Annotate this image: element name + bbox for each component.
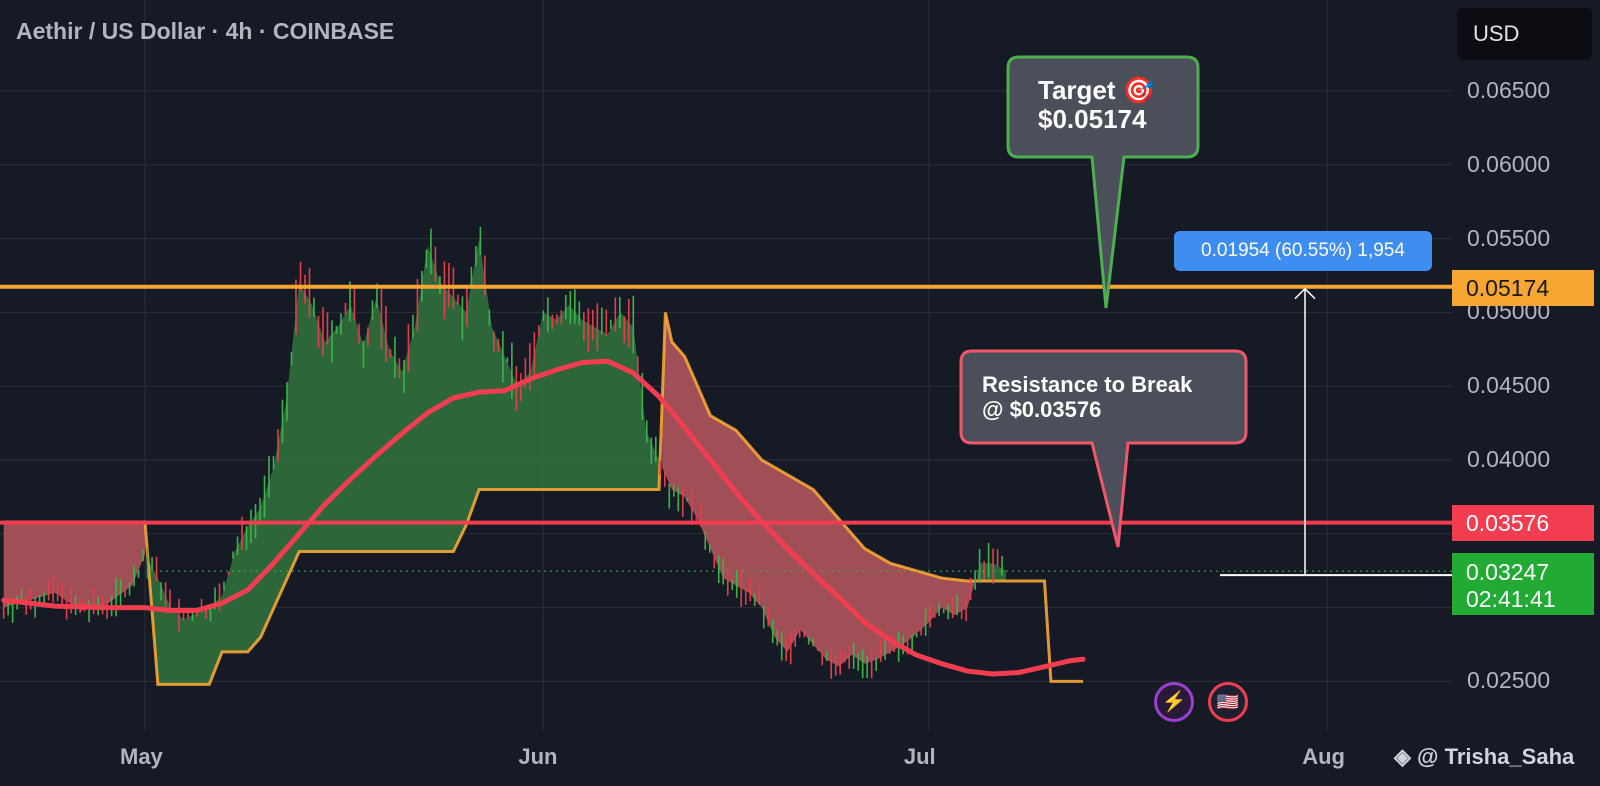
resistance-callout-price: @ $0.03576 [982, 397, 1102, 422]
tradingview-diamond-icon: ◈ [1394, 744, 1411, 769]
target-callout-price: $0.05174 [1038, 104, 1147, 134]
watermark: ◈ @ Trisha_Saha [1394, 744, 1574, 770]
y-tick-label: 0.06500 [1467, 77, 1551, 103]
target-callout[interactable]: Target 🎯 $0.05174 [1038, 76, 1155, 134]
bear-cloud [662, 312, 974, 667]
resistance-price-label: 0.03576 [1452, 505, 1594, 541]
x-tick-label: May [120, 744, 163, 769]
bar-countdown: 02:41:41 [1466, 586, 1556, 612]
y-tick-label: 0.04500 [1467, 372, 1551, 399]
cloud-fill-layer [3, 238, 1084, 686]
author-handle: @ Trisha_Saha [1417, 744, 1575, 769]
currency-button[interactable]: USD [1457, 8, 1592, 60]
indicator-layer [0, 284, 1452, 677]
bear-cloud [3, 521, 146, 611]
y-tick-label: 0.05500 [1467, 224, 1551, 251]
target-price-label: 0.05174 [1452, 270, 1594, 306]
x-tick-label: Jul [903, 744, 936, 769]
target-callout-title: Target 🎯 [1038, 75, 1156, 105]
bull-cloud [148, 238, 659, 685]
y-tick-label: 0.06000 [1467, 150, 1551, 177]
resistance-callout-title: Resistance to Break [982, 372, 1193, 397]
trailing-stop-line [3, 312, 1084, 686]
lightning-icon[interactable]: ⚡ [1154, 682, 1194, 722]
us-flag-icon[interactable]: 🇺🇸 [1208, 682, 1248, 722]
resistance-callout[interactable]: Resistance to Break @ $0.03576 [982, 372, 1192, 422]
y-tick-label: 0.02500 [1467, 667, 1551, 694]
measure-label[interactable]: 0.01954 (60.55%) 1,954 [1174, 231, 1432, 271]
x-tick-label: Aug [1302, 744, 1345, 769]
y-tick-label: 0.04000 [1467, 446, 1551, 472]
x-tick-label: Jun [518, 744, 558, 769]
moving-average-line [1, 358, 1086, 677]
current-price-label: 0.03247 02:41:41 [1452, 553, 1594, 615]
measure-arrow-head [1294, 287, 1316, 300]
overlay-layer [1220, 287, 1452, 577]
current-price-value: 0.03247 [1466, 559, 1550, 585]
symbol-title[interactable]: Aethir / US Dollar · 4h · COINBASE [16, 18, 395, 44]
